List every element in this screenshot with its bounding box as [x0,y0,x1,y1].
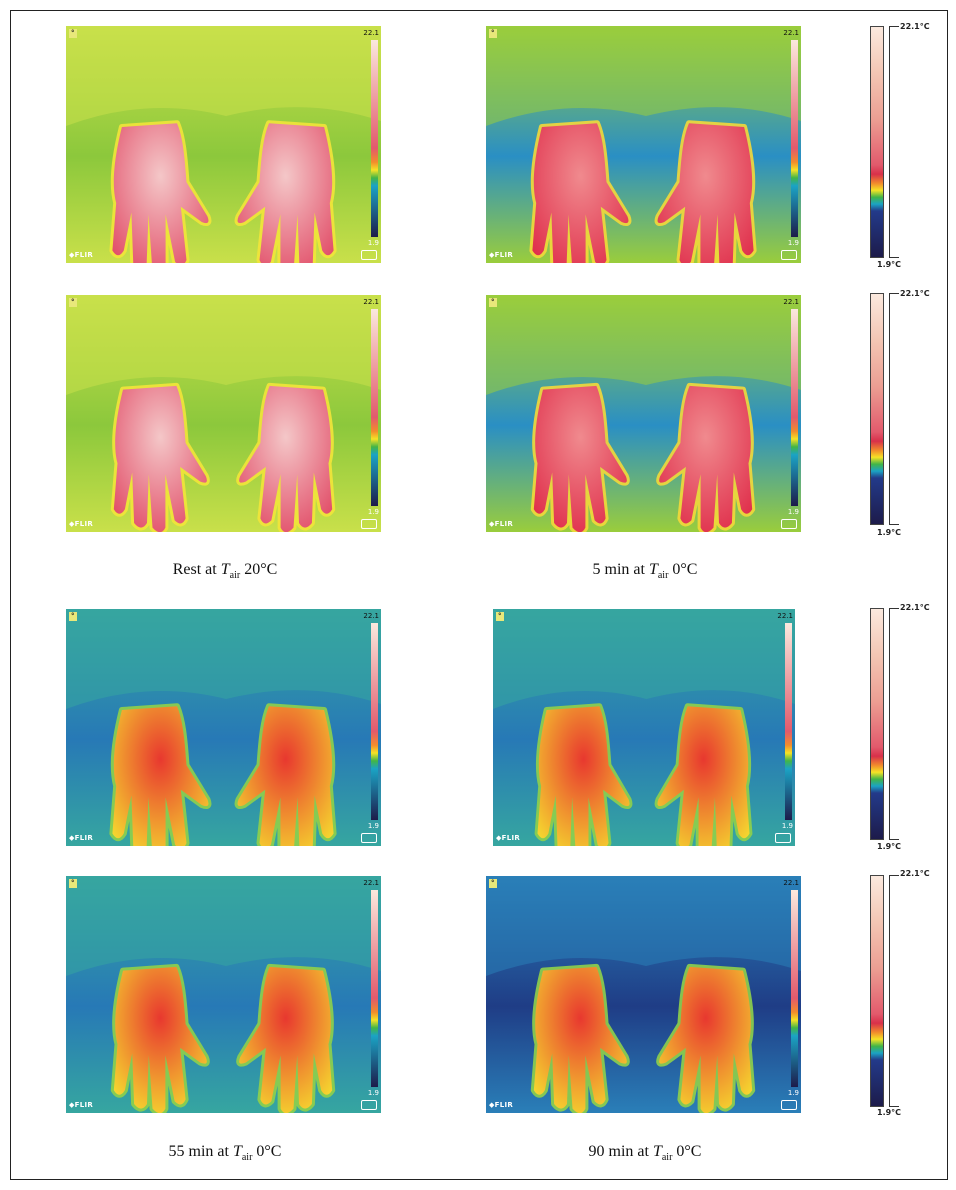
scene-mode-icon [775,833,791,843]
temp-min-readout: 1.9 [367,239,379,247]
thermal-image-rest-back: ° 22.1 1.9 ◆FLIR [66,26,381,263]
flir-logo: ◆FLIR [489,1101,514,1109]
unit-badge: ° [489,879,497,888]
inline-color-bar [791,40,798,237]
temp-max-readout: 22.1 [783,879,799,887]
inline-color-bar [371,890,378,1087]
flir-logo: ◆FLIR [69,520,94,528]
temp-min-readout: 1.9 [367,508,379,516]
scale-max-label: 22.1°C [900,869,930,878]
thermal-image-5min-back: ° 22.1 1.9 ◆FLIR [486,26,801,263]
scene-mode-icon [361,250,377,260]
temp-min-readout: 1.9 [367,822,379,830]
scale-min-label: 1.9°C [877,1108,902,1117]
inline-color-bar [371,309,378,506]
thermal-image-90min-palm: ° 22.1 1.9 ◆FLIR [486,876,801,1113]
unit-badge: ° [489,298,497,307]
unit-badge: ° [69,298,77,307]
temp-min-readout: 1.9 [787,239,799,247]
temp-min-readout: 1.9 [781,822,793,830]
scene-mode-icon [361,833,377,843]
unit-badge: ° [69,29,77,38]
scale-min-label: 1.9°C [877,842,902,851]
flir-logo: ◆FLIR [69,834,94,842]
scale-min-label: 1.9°C [877,260,902,269]
unit-badge: ° [496,612,504,621]
thermal-image-55min-back: ° 22.1 1.9 ◆FLIR [66,609,381,846]
temp-min-readout: 1.9 [787,508,799,516]
scale-min-label: 1.9°C [877,528,902,537]
temp-max-readout: 22.1 [363,879,379,887]
inline-color-bar [371,623,378,820]
flir-logo: ◆FLIR [489,251,514,259]
caption-5min: 5 min at Tair 0°C [592,561,698,582]
figure-frame [10,10,948,1180]
scale-max-label: 22.1°C [900,289,930,298]
scale-max-label: 22.1°C [900,603,930,612]
thermal-image-90min-back: ° 22.1 1.9 ◆FLIR [493,609,795,846]
temp-max-readout: 22.1 [777,612,793,620]
scene-mode-icon [781,1100,797,1110]
flir-logo: ◆FLIR [496,834,521,842]
temp-max-readout: 22.1 [783,29,799,37]
scale-max-label: 22.1°C [900,22,930,31]
inline-color-bar [371,40,378,237]
inline-color-bar [791,309,798,506]
scene-mode-icon [781,250,797,260]
inline-color-bar [791,890,798,1087]
caption-55min: 55 min at Tair 0°C [168,1143,282,1164]
flir-logo: ◆FLIR [69,1101,94,1109]
temp-max-readout: 22.1 [783,298,799,306]
unit-badge: ° [69,612,77,621]
temp-max-readout: 22.1 [363,29,379,37]
unit-badge: ° [489,29,497,38]
temp-min-readout: 1.9 [787,1089,799,1097]
thermal-image-rest-palm: ° 22.1 1.9 ◆FLIR [66,295,381,532]
thermal-image-5min-palm: ° 22.1 1.9 ◆FLIR [486,295,801,532]
flir-logo: ◆FLIR [69,251,94,259]
scene-mode-icon [361,519,377,529]
caption-90min: 90 min at Tair 0°C [588,1143,702,1164]
temp-min-readout: 1.9 [367,1089,379,1097]
inline-color-bar [785,623,792,820]
unit-badge: ° [69,879,77,888]
scene-mode-icon [781,519,797,529]
scene-mode-icon [361,1100,377,1110]
thermal-image-55min-palm: ° 22.1 1.9 ◆FLIR [66,876,381,1113]
flir-logo: ◆FLIR [489,520,514,528]
temp-max-readout: 22.1 [363,612,379,620]
temp-max-readout: 22.1 [363,298,379,306]
caption-rest: Rest at Tair 20°C [172,561,278,582]
